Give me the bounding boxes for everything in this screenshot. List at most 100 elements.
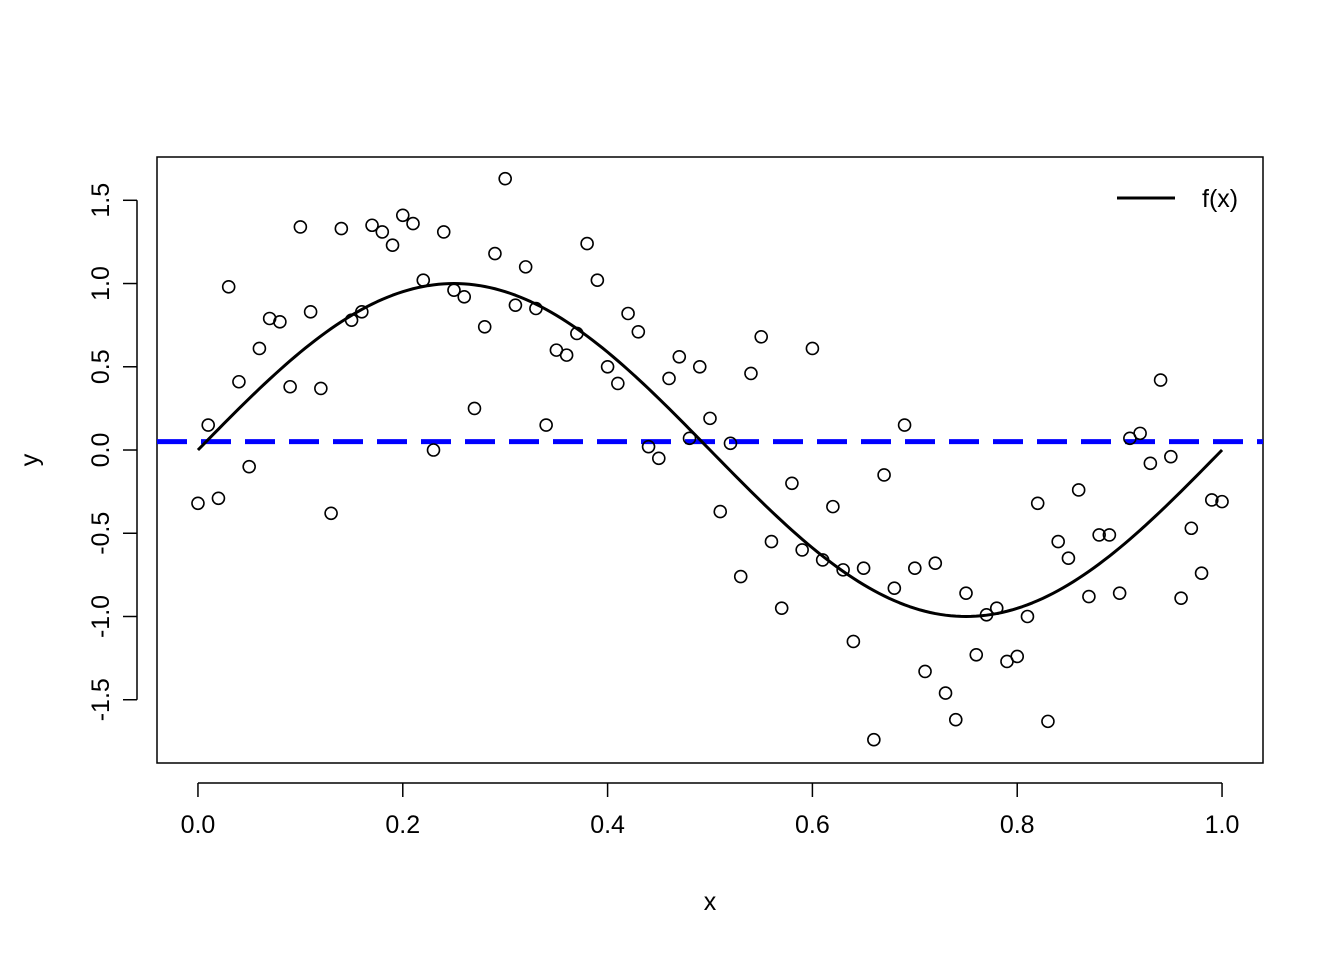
data-point xyxy=(467,401,482,416)
data-points xyxy=(191,171,1229,747)
data-point xyxy=(897,418,912,432)
legend-label: f(x) xyxy=(1202,185,1238,213)
data-point xyxy=(406,216,420,231)
data-point xyxy=(232,374,246,389)
data-point xyxy=(600,359,615,374)
data-point xyxy=(692,359,707,374)
data-point xyxy=(1071,483,1086,497)
data-point xyxy=(969,647,984,662)
data-point xyxy=(539,418,553,432)
data-point xyxy=(344,313,359,327)
x-tick-label: 1.0 xyxy=(1205,811,1240,839)
data-point xyxy=(488,246,502,261)
data-point xyxy=(723,436,738,451)
data-point xyxy=(631,325,646,339)
x-tick-label: 0.4 xyxy=(590,811,625,839)
y-axis-label: y xyxy=(16,453,44,466)
x-tick-label: 0.0 xyxy=(181,811,216,839)
data-point xyxy=(1102,528,1117,542)
data-point xyxy=(508,298,523,312)
data-point xyxy=(365,218,379,233)
data-point xyxy=(744,366,758,381)
data-point xyxy=(1184,521,1199,536)
data-point xyxy=(1143,456,1158,471)
data-point xyxy=(1041,714,1055,729)
data-point xyxy=(1092,528,1106,542)
data-point xyxy=(570,326,584,341)
data-point xyxy=(1133,426,1147,441)
data-point xyxy=(1204,493,1219,507)
data-point xyxy=(518,260,533,274)
data-point xyxy=(989,601,1004,615)
data-point xyxy=(611,376,625,391)
data-point xyxy=(273,315,287,329)
data-point xyxy=(416,273,431,287)
data-point xyxy=(1030,496,1045,511)
data-point xyxy=(283,379,297,394)
data-point xyxy=(795,543,809,557)
data-point xyxy=(355,305,369,319)
data-point xyxy=(303,305,318,319)
data-point xyxy=(1194,566,1209,581)
data-point xyxy=(846,634,861,649)
data-point xyxy=(948,712,963,727)
y-tick-label: 1.0 xyxy=(87,266,115,301)
x-axis-label: x xyxy=(704,888,717,916)
y-tick-label: 1.5 xyxy=(87,183,115,218)
x-tick-label: 0.8 xyxy=(1000,811,1035,839)
data-point xyxy=(252,341,267,356)
data-point xyxy=(324,506,338,521)
data-point xyxy=(621,306,635,321)
data-point xyxy=(662,371,676,386)
data-point xyxy=(436,225,451,239)
data-point xyxy=(191,496,205,511)
data-point xyxy=(1082,589,1096,604)
data-point xyxy=(1020,609,1035,624)
data-point xyxy=(713,504,728,519)
data-point xyxy=(385,238,400,253)
data-point xyxy=(1153,373,1168,387)
data-point xyxy=(959,586,973,600)
data-point xyxy=(1164,449,1178,464)
data-point xyxy=(1010,649,1025,664)
data-point xyxy=(580,236,594,251)
y-axis: -1.5 -1.0 -0.5 0.0 0.5 1.0 1.5 xyxy=(87,183,138,721)
data-point xyxy=(529,301,543,316)
y-tick-label: 0.5 xyxy=(87,349,115,384)
data-point xyxy=(651,451,666,466)
data-point xyxy=(590,273,605,287)
data-point xyxy=(1215,494,1229,509)
data-point xyxy=(774,601,789,615)
function-curve-path xyxy=(196,282,1224,618)
data-point xyxy=(457,290,472,304)
function-curve xyxy=(196,282,1224,618)
data-point xyxy=(826,499,840,514)
plot-box xyxy=(156,156,1264,764)
data-point xyxy=(221,280,236,294)
y-tick-label: -0.5 xyxy=(87,512,115,555)
data-point xyxy=(754,330,769,344)
data-point xyxy=(815,553,830,567)
data-point xyxy=(1112,586,1127,600)
data-point xyxy=(733,569,748,584)
data-point xyxy=(672,349,687,364)
data-point xyxy=(447,283,461,297)
y-tick-label: -1.0 xyxy=(87,595,115,638)
y-tick-label: 0.0 xyxy=(87,433,115,468)
data-point xyxy=(785,476,799,491)
data-point xyxy=(641,439,656,454)
x-axis: 0.0 0.2 0.4 0.6 0.8 1.0 xyxy=(181,782,1240,839)
data-point xyxy=(201,418,216,432)
data-point xyxy=(1061,551,1076,566)
data-point xyxy=(1174,591,1188,605)
data-point xyxy=(293,220,308,234)
data-point xyxy=(805,341,820,356)
data-point xyxy=(877,468,891,482)
data-point xyxy=(242,459,256,474)
data-point xyxy=(477,320,492,334)
data-point xyxy=(979,608,994,622)
data-point xyxy=(211,491,226,506)
data-point xyxy=(928,556,943,571)
data-point xyxy=(682,431,697,446)
data-point xyxy=(498,171,512,186)
